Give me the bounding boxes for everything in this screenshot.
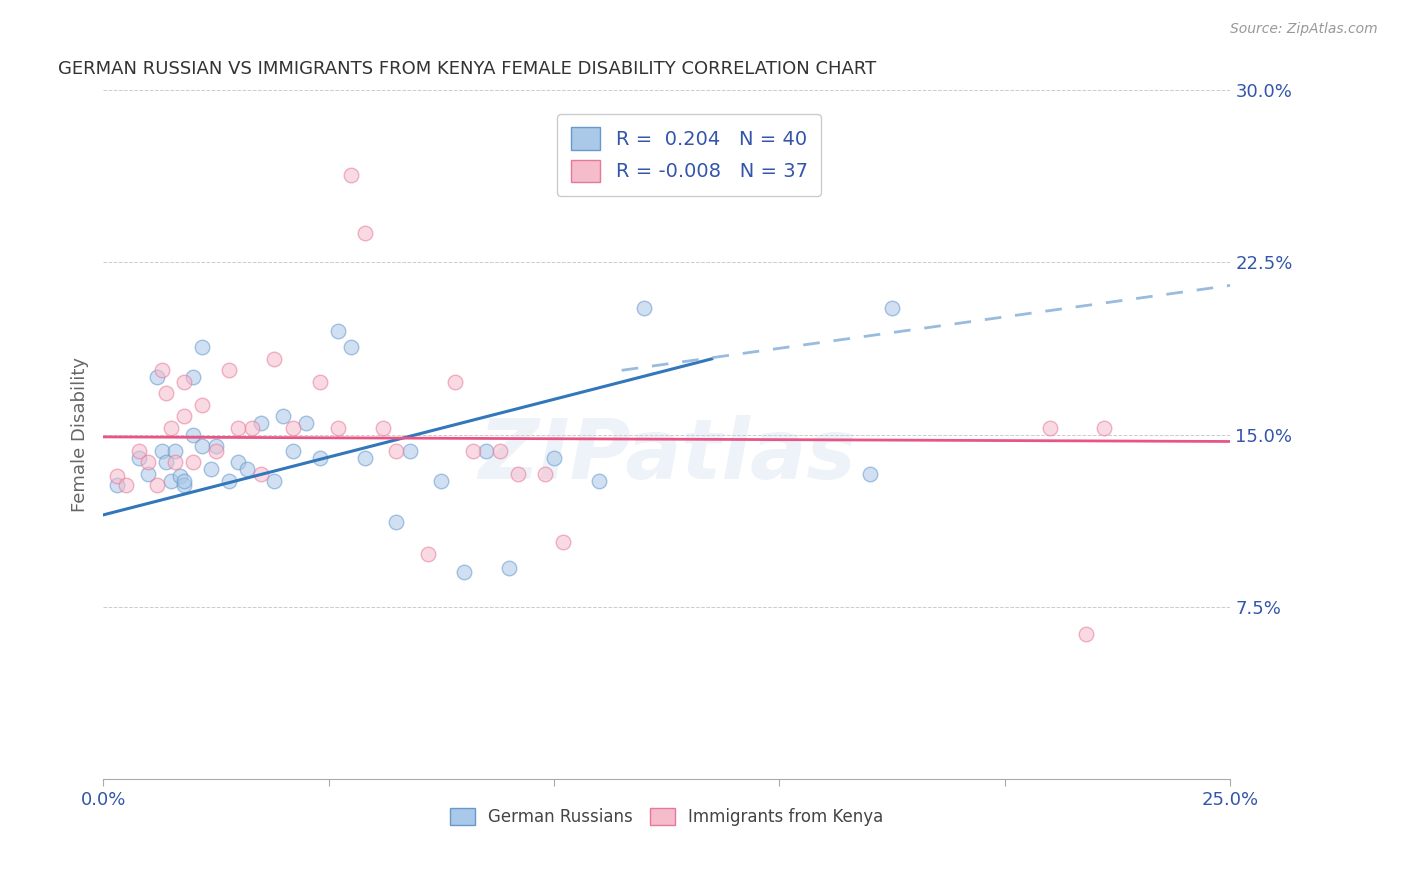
Point — [263, 351, 285, 366]
Point — [218, 363, 240, 377]
Point — [398, 443, 420, 458]
Point — [443, 375, 465, 389]
Point — [173, 478, 195, 492]
Point — [191, 398, 214, 412]
Point — [128, 450, 150, 465]
Point — [240, 420, 263, 434]
Point — [228, 455, 250, 469]
Point — [228, 420, 250, 434]
Point — [1092, 420, 1115, 434]
Point — [159, 420, 181, 434]
Legend: German Russians, Immigrants from Kenya: German Russians, Immigrants from Kenya — [443, 801, 890, 832]
Text: GERMAN RUSSIAN VS IMMIGRANTS FROM KENYA FEMALE DISABILITY CORRELATION CHART: GERMAN RUSSIAN VS IMMIGRANTS FROM KENYA … — [58, 60, 876, 78]
Point — [416, 547, 439, 561]
Point — [150, 443, 173, 458]
Point — [146, 478, 169, 492]
Point — [169, 469, 191, 483]
Point — [498, 560, 520, 574]
Point — [506, 467, 529, 481]
Point — [250, 416, 273, 430]
Point — [105, 478, 128, 492]
Point — [250, 467, 273, 481]
Point — [385, 443, 408, 458]
Point — [173, 474, 195, 488]
Point — [181, 370, 204, 384]
Point — [475, 443, 498, 458]
Point — [181, 455, 204, 469]
Point — [326, 420, 349, 434]
Point — [159, 474, 181, 488]
Point — [191, 439, 214, 453]
Point — [624, 157, 647, 171]
Point — [308, 450, 330, 465]
Point — [218, 474, 240, 488]
Point — [165, 443, 187, 458]
Point — [385, 515, 408, 529]
Point — [308, 375, 330, 389]
Point — [155, 455, 177, 469]
Point — [534, 467, 557, 481]
Point — [340, 340, 363, 354]
Point — [489, 443, 512, 458]
Point — [146, 370, 169, 384]
Point — [859, 467, 882, 481]
Point — [273, 409, 295, 424]
Point — [205, 439, 228, 453]
Point — [173, 409, 195, 424]
Point — [453, 566, 475, 580]
Point — [1074, 627, 1097, 641]
Point — [588, 474, 610, 488]
Point — [1039, 420, 1062, 434]
Point — [430, 474, 453, 488]
Point — [155, 386, 177, 401]
Point — [281, 443, 304, 458]
Point — [114, 478, 136, 492]
Point — [326, 324, 349, 338]
Point — [543, 450, 565, 465]
Point — [340, 168, 363, 182]
Point — [181, 427, 204, 442]
Point — [371, 420, 394, 434]
Point — [105, 469, 128, 483]
Y-axis label: Female Disability: Female Disability — [72, 357, 89, 512]
Point — [205, 443, 228, 458]
Point — [191, 340, 214, 354]
Point — [281, 420, 304, 434]
Point — [263, 474, 285, 488]
Point — [173, 375, 195, 389]
Point — [295, 416, 318, 430]
Point — [200, 462, 222, 476]
Point — [882, 301, 904, 316]
Point — [551, 535, 574, 549]
Point — [461, 443, 484, 458]
Point — [236, 462, 259, 476]
Point — [165, 455, 187, 469]
Text: ZIPatlas: ZIPatlas — [478, 415, 856, 496]
Point — [150, 363, 173, 377]
Point — [633, 301, 655, 316]
Point — [353, 226, 375, 240]
Point — [353, 450, 375, 465]
Point — [136, 467, 159, 481]
Text: Source: ZipAtlas.com: Source: ZipAtlas.com — [1230, 22, 1378, 37]
Point — [136, 455, 159, 469]
Point — [128, 443, 150, 458]
